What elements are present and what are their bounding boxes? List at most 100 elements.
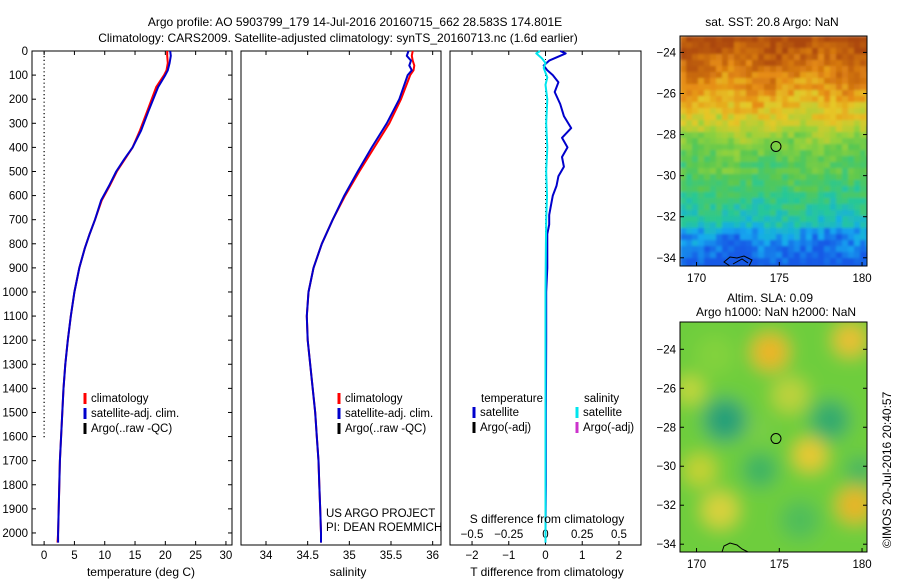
imos-credit: ©IMOS 20-Jul-2016 20:40:57 <box>880 391 894 548</box>
sst-cell <box>740 108 747 115</box>
sst-cell <box>692 264 699 266</box>
sst-cell <box>680 174 687 181</box>
sst-cell <box>686 54 693 61</box>
sst-cell <box>758 180 765 187</box>
sst-cell <box>794 162 801 169</box>
sst-cell <box>830 258 837 265</box>
x-tick-label: 36 <box>426 550 439 562</box>
sst-cell <box>794 102 801 109</box>
sst-cell <box>812 270 819 277</box>
depth-tick-label: 200 <box>9 94 28 106</box>
sst-cell <box>710 78 717 85</box>
sst-cell <box>782 102 789 109</box>
sst-cell <box>692 162 699 169</box>
sst-cell <box>758 72 765 79</box>
sst-cell <box>722 246 729 253</box>
sst-cell <box>848 90 855 97</box>
sst-cell <box>818 264 825 266</box>
sst-cell <box>836 78 843 85</box>
sst-cell <box>692 114 699 121</box>
sst-cell <box>758 216 765 223</box>
sst-cell <box>746 96 753 103</box>
sst-cell <box>854 102 861 109</box>
sst-cell <box>716 108 723 115</box>
sst-cell <box>722 168 729 175</box>
sst-cell <box>818 258 825 265</box>
sst-cell <box>794 210 801 217</box>
sst-cell <box>710 126 717 133</box>
sst-cell <box>800 180 807 187</box>
sst-cell <box>752 270 759 277</box>
sst-cell <box>842 168 849 175</box>
sst-cell <box>860 198 867 205</box>
sst-cell <box>824 114 831 121</box>
sst-cell <box>770 102 777 109</box>
sst-cell <box>752 156 759 163</box>
sst-cell <box>776 156 783 163</box>
difference-series <box>535 50 573 545</box>
sst-cell <box>686 216 693 223</box>
sst-cell <box>752 234 759 241</box>
sst-cell <box>794 42 801 49</box>
legend-label: Argo(..raw -QC) <box>345 423 426 435</box>
sst-cell <box>854 252 861 259</box>
sst-cell <box>854 264 861 266</box>
sst-cell <box>692 246 699 253</box>
sst-cell <box>770 120 777 127</box>
sst-cell <box>710 42 717 49</box>
sst-cell <box>824 216 831 223</box>
sst-cell <box>698 222 705 229</box>
sst-cell <box>830 90 837 97</box>
sla-anomaly-blob <box>794 439 826 471</box>
sst-cell <box>830 270 837 277</box>
sst-cell <box>752 174 759 181</box>
sst-cell <box>806 270 813 277</box>
series-line <box>535 50 549 543</box>
sst-cell <box>722 126 729 133</box>
sst-cell <box>818 78 825 85</box>
sst-cell <box>680 132 687 139</box>
sst-cell <box>710 198 717 205</box>
sst-cell <box>872 234 879 241</box>
sst-cell <box>818 48 825 55</box>
sst-cell <box>824 258 831 265</box>
sst-cell <box>770 48 777 55</box>
sst-cell <box>770 36 777 43</box>
sst-cell <box>710 180 717 187</box>
sst-cell <box>800 150 807 157</box>
sst-cell <box>680 222 687 229</box>
sst-cell <box>806 168 813 175</box>
sst-cell <box>842 186 849 193</box>
sst-cell <box>710 144 717 151</box>
sst-cell <box>860 162 867 169</box>
sst-cell <box>824 96 831 103</box>
sst-cell <box>818 228 825 235</box>
sst-cell <box>812 156 819 163</box>
sst-cell <box>824 180 831 187</box>
sst-cell <box>704 150 711 157</box>
sst-cell <box>704 174 711 181</box>
sst-cell <box>776 102 783 109</box>
sst-cell <box>782 162 789 169</box>
sst-cell <box>836 216 843 223</box>
sst-cell <box>722 216 729 223</box>
sst-cell <box>698 120 705 127</box>
sst-cell <box>722 102 729 109</box>
sst-cell <box>830 240 837 247</box>
sst-cell <box>776 42 783 49</box>
sst-cell <box>770 174 777 181</box>
sst-cell <box>728 180 735 187</box>
sst-cell <box>758 252 765 259</box>
sst-cell <box>854 234 861 241</box>
sst-cell <box>794 192 801 199</box>
sst-cell <box>704 96 711 103</box>
sst-cell <box>824 270 831 277</box>
sst-cell <box>854 174 861 181</box>
sst-cell <box>824 78 831 85</box>
sst-cell <box>704 186 711 193</box>
sst-cell <box>764 84 771 91</box>
sst-cell <box>830 42 837 49</box>
sst-cell <box>680 84 687 91</box>
sst-cell <box>788 150 795 157</box>
sst-cell <box>872 270 879 277</box>
